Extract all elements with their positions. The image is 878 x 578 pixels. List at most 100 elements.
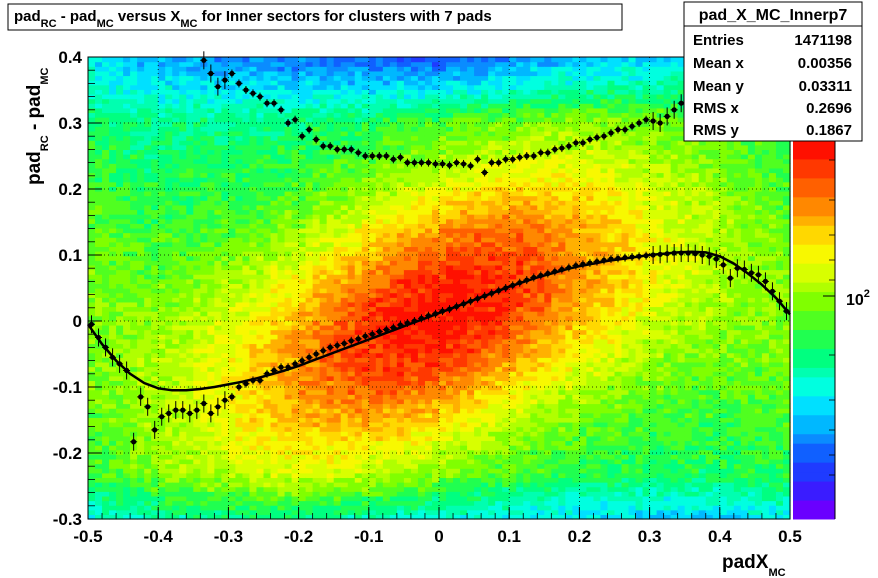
profile-point (663, 244, 671, 263)
title-part-4: versus X (114, 8, 181, 25)
profile-point (368, 152, 376, 160)
profile-point (509, 281, 517, 290)
profile-point (761, 272, 769, 291)
profile-point (593, 257, 601, 266)
profile-point (656, 114, 664, 132)
profile-point (586, 258, 594, 267)
profile-point (593, 133, 601, 142)
profile-point (424, 311, 432, 320)
title-part-6: for Inner sectors for clusters with 7 pa… (198, 8, 492, 25)
stats-value-rms-x: 0.2696 (806, 100, 852, 117)
y-tick-label: 0.4 (58, 48, 82, 67)
colorbar-label: 102 (846, 288, 870, 309)
profile-point (249, 89, 257, 98)
profile-point (516, 153, 524, 162)
profile-point (628, 252, 636, 261)
profile-point (733, 259, 741, 278)
profile-point (417, 314, 425, 323)
profile-point (726, 269, 734, 288)
profile-point (439, 307, 447, 316)
profile-point (179, 401, 187, 420)
profile-point (670, 244, 678, 263)
profile-point (607, 128, 615, 137)
profile-point (600, 256, 608, 265)
profile-point (621, 125, 629, 134)
profile-point (502, 284, 510, 292)
profile-point (340, 339, 348, 348)
profile-point (551, 267, 559, 276)
profile-point (186, 404, 194, 423)
profile-point (537, 271, 545, 280)
profile-point (172, 401, 180, 420)
profile-point (200, 394, 208, 413)
profile-point (249, 376, 257, 385)
profile-point (530, 273, 538, 282)
profile-point (460, 159, 468, 168)
profile-point (263, 369, 271, 378)
stats-label-rms-x: RMS x (693, 100, 740, 117)
profile-point (326, 343, 334, 352)
profile-point (417, 158, 425, 167)
profile-point (502, 155, 510, 164)
profile-point (656, 245, 664, 264)
y-tick-label: -0.3 (53, 510, 82, 529)
profile-point (326, 142, 334, 151)
profile-point (530, 152, 538, 160)
profile-point (712, 249, 720, 268)
profile-point (361, 332, 369, 341)
profile-point (410, 317, 418, 325)
profile-point (719, 255, 727, 274)
title-part-5: MC (180, 18, 197, 30)
x-tick-label: 0.1 (497, 527, 521, 546)
stats-box-name: pad_X_MC_Innerp7 (699, 7, 848, 24)
profile-point (565, 263, 573, 272)
profile-point (628, 122, 636, 131)
stats-value-entries: 1471198 (794, 32, 852, 49)
profile-point (509, 155, 517, 164)
profile-point (333, 341, 341, 350)
profile-point (621, 253, 629, 262)
stats-label-mean-x: Mean x (693, 55, 745, 72)
y-axis-label: padRC - padMC (24, 67, 51, 185)
profile-point (277, 105, 285, 114)
profile-point (403, 318, 411, 327)
profile-point (600, 132, 608, 141)
profile-point (396, 320, 404, 329)
profile-point (193, 401, 201, 420)
profile-point (354, 334, 362, 343)
profile-point (439, 159, 447, 168)
profile-point (284, 119, 292, 127)
title-box: padRC - padMC versus XMC for Inner secto… (7, 3, 623, 31)
profile-point (298, 132, 306, 141)
x-tick-label: -0.5 (73, 527, 102, 546)
profile-point (495, 158, 503, 167)
profile-point (291, 115, 299, 124)
x-axis: -0.5 -0.4 -0.3 -0.2 -0.1 0 0.1 0.2 0.3 0.4 0.5 (73, 507, 802, 546)
profile-point (270, 366, 278, 375)
profile-point (207, 404, 215, 423)
heatmap-cells (88, 57, 791, 520)
profile-point (389, 155, 397, 164)
profile-point (495, 286, 503, 295)
profile-point (228, 392, 236, 401)
profile-point (446, 161, 454, 170)
profile-point (109, 348, 117, 367)
profile-point (453, 158, 461, 167)
profile-point (116, 354, 124, 373)
profile-point (410, 158, 418, 167)
y-axis-label-part-2: - pad (24, 85, 45, 136)
profile-point (579, 260, 587, 269)
colorbar-label-base: 10 (846, 292, 864, 309)
profile-point (481, 291, 489, 300)
x-tick-label: 0.4 (708, 527, 732, 546)
y-tick-label: -0.2 (53, 444, 82, 463)
profile-point (474, 155, 482, 164)
profile-point (586, 135, 594, 144)
profile-point (200, 51, 208, 70)
profile-points (88, 51, 790, 451)
profile-point (130, 432, 138, 451)
profile-point (389, 323, 397, 332)
profile-point (453, 302, 461, 311)
stats-value-mean-x: 0.00356 (798, 55, 852, 72)
x-axis-label-main: padX (722, 552, 769, 573)
